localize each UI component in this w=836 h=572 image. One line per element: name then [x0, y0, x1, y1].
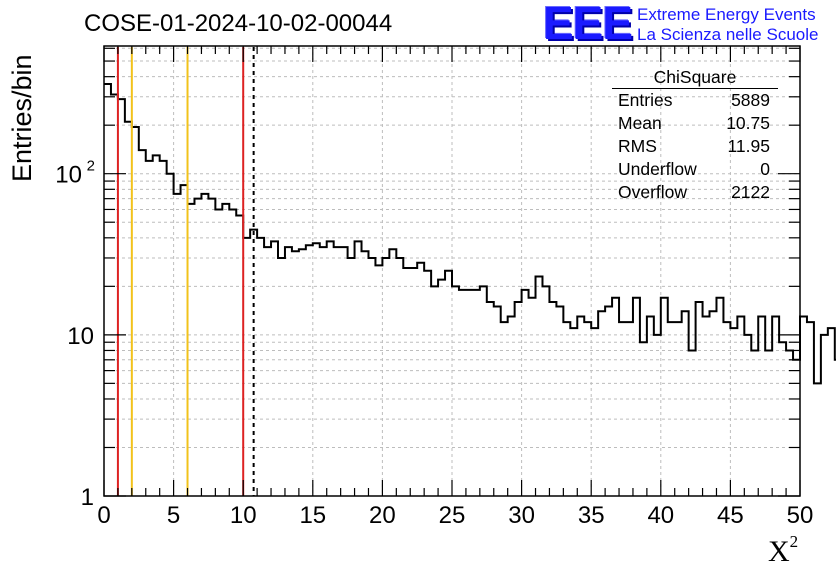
statistics-title: ChiSquare: [612, 66, 778, 89]
y-tick-label: 10: [55, 162, 82, 189]
stats-value: 0: [760, 159, 770, 179]
eee-logo: EEE: [543, 0, 633, 49]
stats-value: 10.75: [726, 113, 770, 133]
stats-row-overflow: Overflow 2122: [612, 181, 778, 204]
x-tick-label: 30: [508, 502, 535, 529]
x-tick-label: 35: [578, 502, 605, 529]
x-tick-label: 40: [647, 502, 674, 529]
stats-value: 11.95: [727, 136, 771, 156]
x-tick-label: 0: [97, 502, 110, 529]
x-tick-label: 25: [439, 502, 466, 529]
x-axis-label-exponent: 2: [789, 532, 799, 551]
y-axis-label: Entries/bin: [7, 54, 37, 182]
stats-label: Entries: [618, 90, 673, 110]
stats-value: 5889: [731, 90, 770, 110]
x-tick-label: 10: [230, 502, 257, 529]
stats-row-entries: Entries 5889: [612, 89, 778, 112]
x-tick-label: 45: [717, 502, 744, 529]
x-tick-label: 15: [299, 502, 326, 529]
y-tick-label: 10: [67, 323, 94, 350]
stats-value: 2122: [731, 182, 770, 202]
x-tick-label: 50: [787, 502, 814, 529]
y-tick-label: 1: [81, 484, 94, 511]
run-title: COSE-01-2024-10-02-00044: [84, 10, 393, 37]
x-axis-label-symbol: X: [768, 535, 790, 568]
stats-row-underflow: Underflow 0: [612, 158, 778, 181]
x-tick-label: 5: [167, 502, 180, 529]
stats-label: Overflow: [618, 182, 688, 202]
stats-label: RMS: [618, 136, 657, 156]
statistics-box: ChiSquare Entries 5889 Mean 10.75 RMS 11.95…: [612, 66, 778, 204]
x-axis-label: X2: [768, 532, 799, 569]
stats-row-mean: Mean 10.75: [612, 112, 778, 135]
x-tick-label: 20: [369, 502, 396, 529]
logo-text-line1: Extreme Energy Events: [637, 5, 816, 24]
y-tick-label-exponent: 2: [87, 158, 95, 175]
stats-label: Mean: [618, 113, 662, 133]
logo-text-line2: La Scienza nelle Scuole: [637, 25, 819, 44]
stats-label: Underflow: [618, 159, 697, 179]
stats-row-rms: RMS 11.95: [612, 135, 778, 158]
